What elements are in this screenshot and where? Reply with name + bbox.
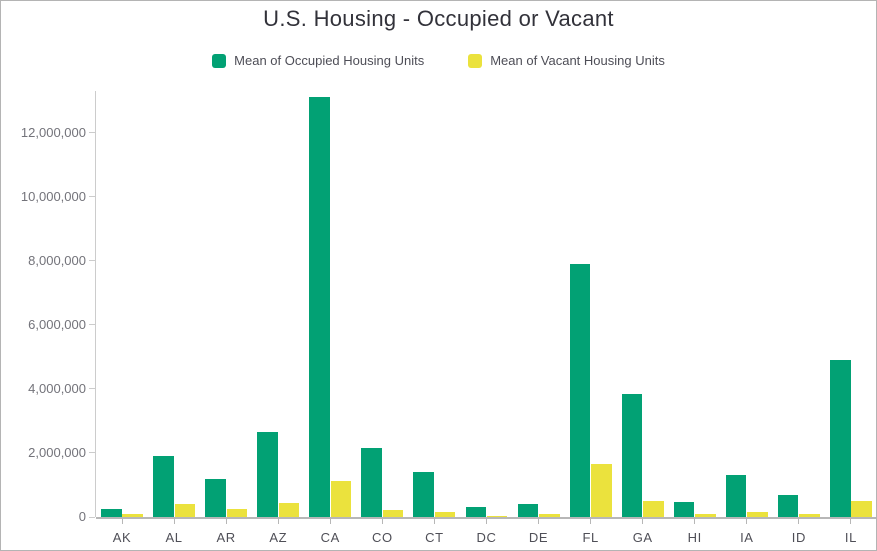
legend-item-label: Mean of Occupied Housing Units [234, 53, 425, 68]
bar-vacant-DC[interactable] [486, 515, 508, 517]
x-axis-label-CT: CT [425, 530, 444, 545]
legend: Mean of Occupied Housing Units Mean of Va… [1, 53, 876, 68]
x-axis-label-ID: ID [791, 530, 806, 545]
bar-occupied-CO[interactable] [361, 448, 382, 517]
x-axis-label-AL: AL [165, 530, 183, 545]
x-axis-label-IA: IA [740, 530, 754, 545]
y-axis-tick [89, 516, 95, 518]
y-axis-tick [89, 196, 95, 198]
x-axis-tick [121, 519, 123, 524]
bar-vacant-IA[interactable] [747, 511, 768, 517]
bar-vacant-AK[interactable] [122, 514, 144, 517]
bar-occupied-CA[interactable] [309, 97, 330, 517]
y-axis-line [95, 91, 96, 517]
bar-vacant-HI[interactable] [695, 513, 716, 517]
bar-occupied-DC[interactable] [465, 507, 487, 517]
bar-vacant-AR[interactable] [226, 509, 248, 517]
x-axis-tick [798, 519, 800, 524]
bar-vacant-DE[interactable] [538, 514, 560, 517]
bar-vacant-AL[interactable] [174, 504, 196, 517]
x-axis-label-AK: AK [112, 530, 132, 545]
bar-vacant-ID[interactable] [799, 513, 820, 517]
y-axis-tick [89, 388, 95, 390]
bar-occupied-IA[interactable] [725, 475, 747, 517]
bar-occupied-FL[interactable] [569, 263, 591, 517]
bar-occupied-AZ[interactable] [257, 432, 278, 517]
x-axis-tick [381, 519, 383, 524]
occupied-legend-swatch [212, 53, 227, 68]
bar-occupied-HI[interactable] [673, 501, 695, 517]
x-axis-tick [538, 519, 540, 524]
y-axis-tick-label: 12,000,000 [20, 124, 86, 140]
x-axis-tick [850, 519, 852, 524]
x-axis-line [96, 517, 876, 519]
x-axis-tick [642, 519, 644, 524]
bar-vacant-AZ[interactable] [278, 503, 300, 517]
x-axis-label-GA: GA [632, 530, 653, 545]
bar-vacant-IL[interactable] [851, 500, 872, 517]
bar-vacant-CT[interactable] [434, 511, 456, 517]
x-axis-label-HI: HI [687, 530, 702, 545]
legend-item-label: Mean of Vacant Housing Units [490, 53, 665, 68]
chart-title: U.S. Housing - Occupied or Vacant [263, 6, 614, 31]
bar-occupied-AR[interactable] [205, 478, 226, 517]
bar-vacant-FL[interactable] [591, 464, 612, 517]
x-axis-label-CO: CO [372, 530, 393, 545]
y-axis-tick-label: 4,000,000 [28, 380, 86, 396]
x-axis-tick [329, 519, 331, 524]
bar-occupied-IL[interactable] [829, 360, 851, 517]
y-axis-tick-label: 10,000,000 [20, 188, 86, 204]
bar-vacant-GA[interactable] [643, 500, 664, 517]
x-axis-tick [486, 519, 487, 524]
x-axis-tick [225, 519, 227, 524]
y-axis-tick-label: 8,000,000 [28, 252, 86, 268]
bar-occupied-CT[interactable] [413, 472, 435, 517]
bar-occupied-DE[interactable] [517, 504, 539, 517]
x-axis-label-FL: FL [582, 530, 599, 545]
y-axis-tick [89, 452, 95, 454]
x-axis-tick [173, 519, 175, 524]
bar-occupied-AK[interactable] [101, 508, 122, 517]
x-axis-tick [433, 519, 435, 524]
bar-occupied-ID[interactable] [777, 494, 799, 517]
bar-occupied-GA[interactable] [621, 393, 643, 517]
y-axis-tick [89, 260, 95, 262]
bar-occupied-AL[interactable] [153, 456, 174, 517]
x-axis-tick [694, 519, 696, 524]
x-axis-label-IL: IL [844, 530, 857, 545]
x-axis-tick [746, 519, 748, 524]
bar-vacant-CO[interactable] [382, 509, 404, 517]
y-axis-tick-label: 6,000,000 [28, 316, 86, 332]
y-axis-tick [89, 324, 95, 326]
y-axis-tick [89, 132, 95, 134]
vacant-legend-swatch [468, 53, 483, 68]
x-axis-label-DC: DC [476, 530, 497, 545]
x-axis-label-DE: DE [528, 530, 549, 545]
y-axis-tick-label: 2,000,000 [28, 444, 86, 460]
x-axis-label-CA: CA [320, 530, 340, 545]
legend-item-occupied[interactable]: Mean of Occupied Housing Units [212, 53, 424, 68]
x-axis-label-AZ: AZ [269, 530, 288, 545]
y-axis-tick-label: 0 [78, 509, 86, 524]
x-axis-tick [277, 519, 279, 524]
bar-vacant-CA[interactable] [330, 480, 352, 517]
legend-item-vacant[interactable]: Mean of Vacant Housing Units [468, 53, 665, 68]
x-axis-tick [590, 519, 592, 524]
x-axis-label-AR: AR [216, 530, 236, 545]
